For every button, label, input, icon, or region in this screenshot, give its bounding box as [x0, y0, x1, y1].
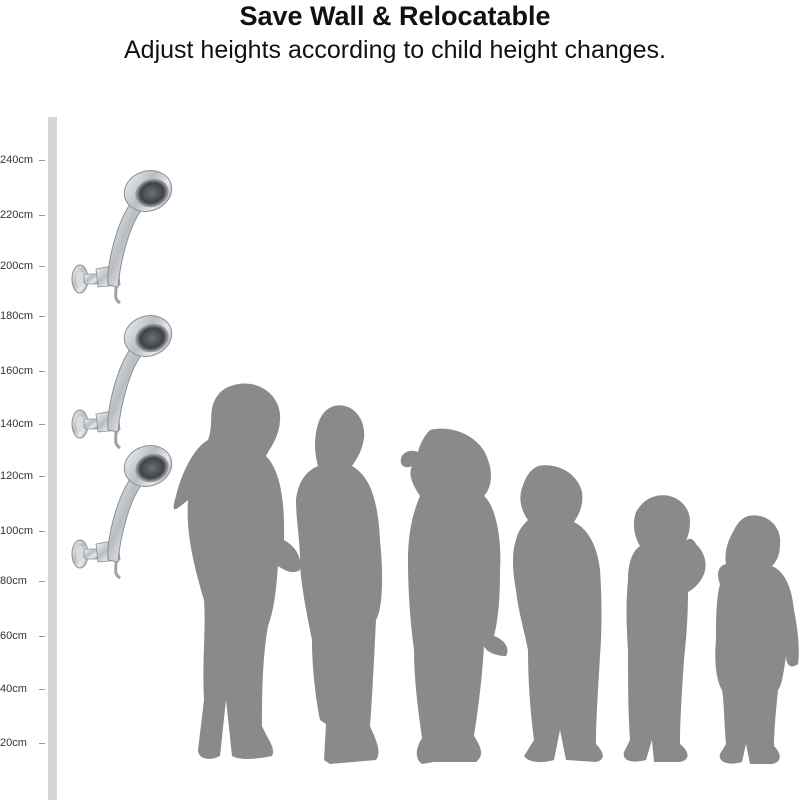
child-silhouette-icon [173, 383, 301, 759]
tick-mark [39, 531, 45, 532]
tick-label-160: 160cm [0, 365, 34, 377]
tick-mark [39, 371, 45, 372]
tick-label-140: 140cm [0, 418, 34, 430]
tick-mark [39, 689, 45, 690]
tick-label-100: 100cm [0, 525, 34, 537]
shower-head-icon [70, 163, 179, 305]
child-silhouette-icon [623, 495, 706, 762]
tick-label-180: 180cm [0, 310, 34, 322]
shower-head-icon [70, 308, 179, 450]
tick-mark [39, 424, 45, 425]
page-subtitle: Adjust heights according to child height… [123, 36, 667, 64]
tick-mark [39, 636, 45, 637]
tick-label-200: 200cm [0, 260, 34, 272]
child-silhouette-icon [400, 428, 508, 764]
tick-label-120: 120cm [0, 470, 34, 482]
tick-label-60: 60cm [0, 630, 27, 642]
tick-label-40: 40cm [0, 683, 27, 695]
tick-mark [39, 581, 45, 582]
ruler-bar [48, 117, 57, 800]
tick-mark [39, 743, 45, 744]
shower-head-icon [70, 438, 179, 580]
page-title: Save Wall & Relocatable [239, 1, 551, 31]
tick-label-20: 20cm [0, 737, 27, 749]
child-silhouette-icon [513, 465, 603, 763]
tick-label-80: 80cm [0, 575, 27, 587]
child-silhouette-icon [715, 515, 799, 764]
tick-mark [39, 316, 45, 317]
tick-mark [39, 266, 45, 267]
child-silhouette-icon [296, 405, 383, 764]
tick-mark [39, 215, 45, 216]
tick-label-220: 220cm [0, 209, 34, 221]
tick-mark [39, 476, 45, 477]
tick-mark [39, 160, 45, 161]
tick-label-240: 240cm [0, 154, 34, 166]
